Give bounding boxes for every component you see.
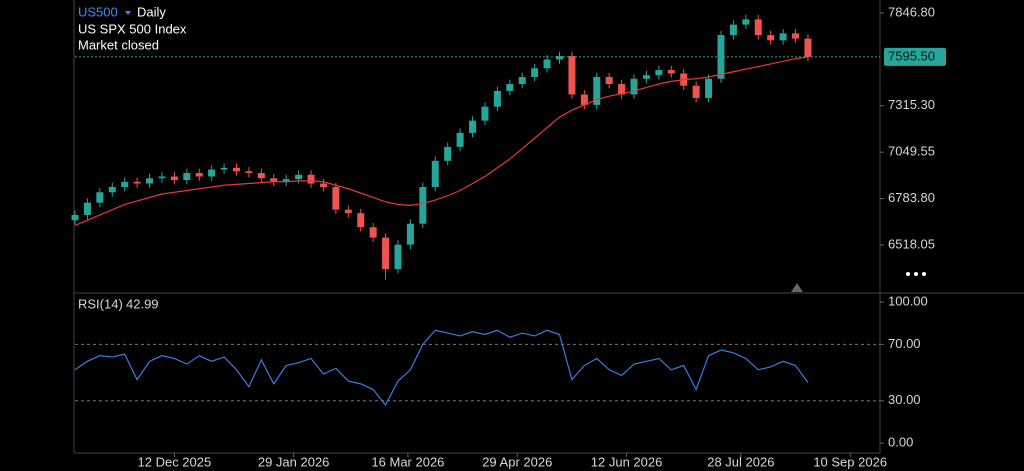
candle-body	[729, 24, 737, 36]
x-tick-label: 28 Jul 2026	[707, 454, 774, 469]
candle-body	[146, 178, 154, 184]
y-tick-label: 6783.80	[888, 190, 935, 205]
candle-body	[71, 214, 79, 221]
candle-body	[543, 59, 551, 69]
x-tick-label: 16 Mar 2026	[371, 454, 444, 469]
candle-body	[282, 179, 290, 182]
candle-body	[692, 85, 700, 98]
candle-body	[469, 120, 477, 133]
x-tick-label: 10 Sep 2026	[813, 454, 887, 469]
candle-body	[655, 70, 663, 76]
y-tick-label: 30.00	[888, 392, 921, 407]
candle-body	[245, 171, 253, 174]
candle-body	[220, 167, 228, 170]
scroll-marker[interactable]	[791, 283, 803, 292]
interval[interactable]: Daily	[137, 4, 166, 19]
candle-body	[742, 19, 750, 25]
y-tick-label: 7846.80	[888, 4, 935, 19]
instrument-name: US SPX 500 Index	[78, 21, 187, 36]
candle-body	[481, 106, 489, 121]
candle-body	[83, 202, 91, 215]
candle-body	[767, 35, 775, 41]
candle-body	[792, 33, 800, 39]
candle-body	[332, 187, 340, 210]
candle-body	[208, 169, 216, 177]
candle-body	[158, 176, 166, 179]
candle-body	[444, 146, 452, 161]
y-tick-label: 70.00	[888, 336, 921, 351]
candle-body	[493, 90, 501, 107]
candle-body	[382, 237, 390, 270]
candle-body	[705, 78, 713, 98]
more-menu[interactable]	[906, 272, 926, 276]
candle-body	[605, 77, 613, 84]
candle-body	[555, 56, 563, 60]
dot[interactable]	[922, 272, 926, 276]
candle-body	[456, 132, 464, 147]
market-status: Market closed	[78, 37, 159, 52]
candle-body	[506, 83, 514, 91]
last-price-tag	[884, 47, 946, 66]
x-tick-label: 29 Apr 2026	[482, 454, 552, 469]
indicator-line	[74, 329, 809, 407]
candle-body	[344, 209, 352, 214]
candle-body	[369, 227, 377, 238]
x-tick-label: 29 Jan 2026	[258, 454, 330, 469]
y-tick-label: 6518.05	[888, 236, 935, 251]
candle-body	[108, 187, 116, 193]
indicator-name: RSI(14)	[78, 296, 123, 311]
dot[interactable]	[914, 272, 918, 276]
candle-body	[270, 178, 278, 182]
candle-body	[394, 244, 402, 270]
candle-body	[630, 78, 638, 95]
candle-body	[295, 174, 303, 180]
dot[interactable]	[906, 272, 910, 276]
candle-body	[431, 160, 439, 188]
candle-body	[232, 167, 240, 172]
candle-body	[804, 38, 812, 57]
candle-body	[779, 33, 787, 41]
candle-body	[754, 19, 762, 36]
candle-body	[96, 192, 104, 203]
y-tick-label: 100.00	[888, 293, 928, 308]
candle-body	[618, 83, 626, 95]
y-tick-label: 7315.30	[888, 97, 935, 112]
candle-body	[319, 183, 327, 188]
candle-body	[593, 77, 601, 105]
x-tick-label: 12 Jun 2026	[591, 454, 663, 469]
y-tick-label: 0.00	[888, 435, 913, 450]
candle-body	[183, 173, 191, 181]
indicator-value: 42.99	[126, 296, 159, 311]
last-price-label: 7595.50	[888, 48, 935, 63]
candle-body	[195, 173, 203, 177]
candle-body	[406, 223, 414, 245]
dropdown-icon[interactable]	[125, 11, 131, 15]
candle-body	[531, 68, 539, 78]
candle-body	[568, 56, 576, 95]
candle-body	[307, 174, 315, 184]
candle-body	[518, 77, 526, 84]
candle-body	[580, 94, 588, 105]
candle-body	[133, 181, 141, 184]
candle-body	[667, 70, 675, 74]
x-tick-label: 12 Dec 2025	[138, 454, 212, 469]
moving-average	[74, 56, 809, 226]
symbol[interactable]: US500	[78, 4, 118, 19]
candle-body	[257, 173, 265, 179]
candle-body	[121, 181, 129, 188]
y-tick-label: 7049.55	[888, 144, 935, 159]
candle-body	[357, 213, 365, 228]
candle-body	[419, 187, 427, 224]
candle-body	[642, 75, 650, 79]
candle-body	[170, 176, 178, 181]
